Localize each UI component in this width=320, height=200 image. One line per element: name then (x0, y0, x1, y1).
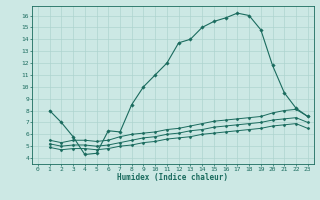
X-axis label: Humidex (Indice chaleur): Humidex (Indice chaleur) (117, 173, 228, 182)
